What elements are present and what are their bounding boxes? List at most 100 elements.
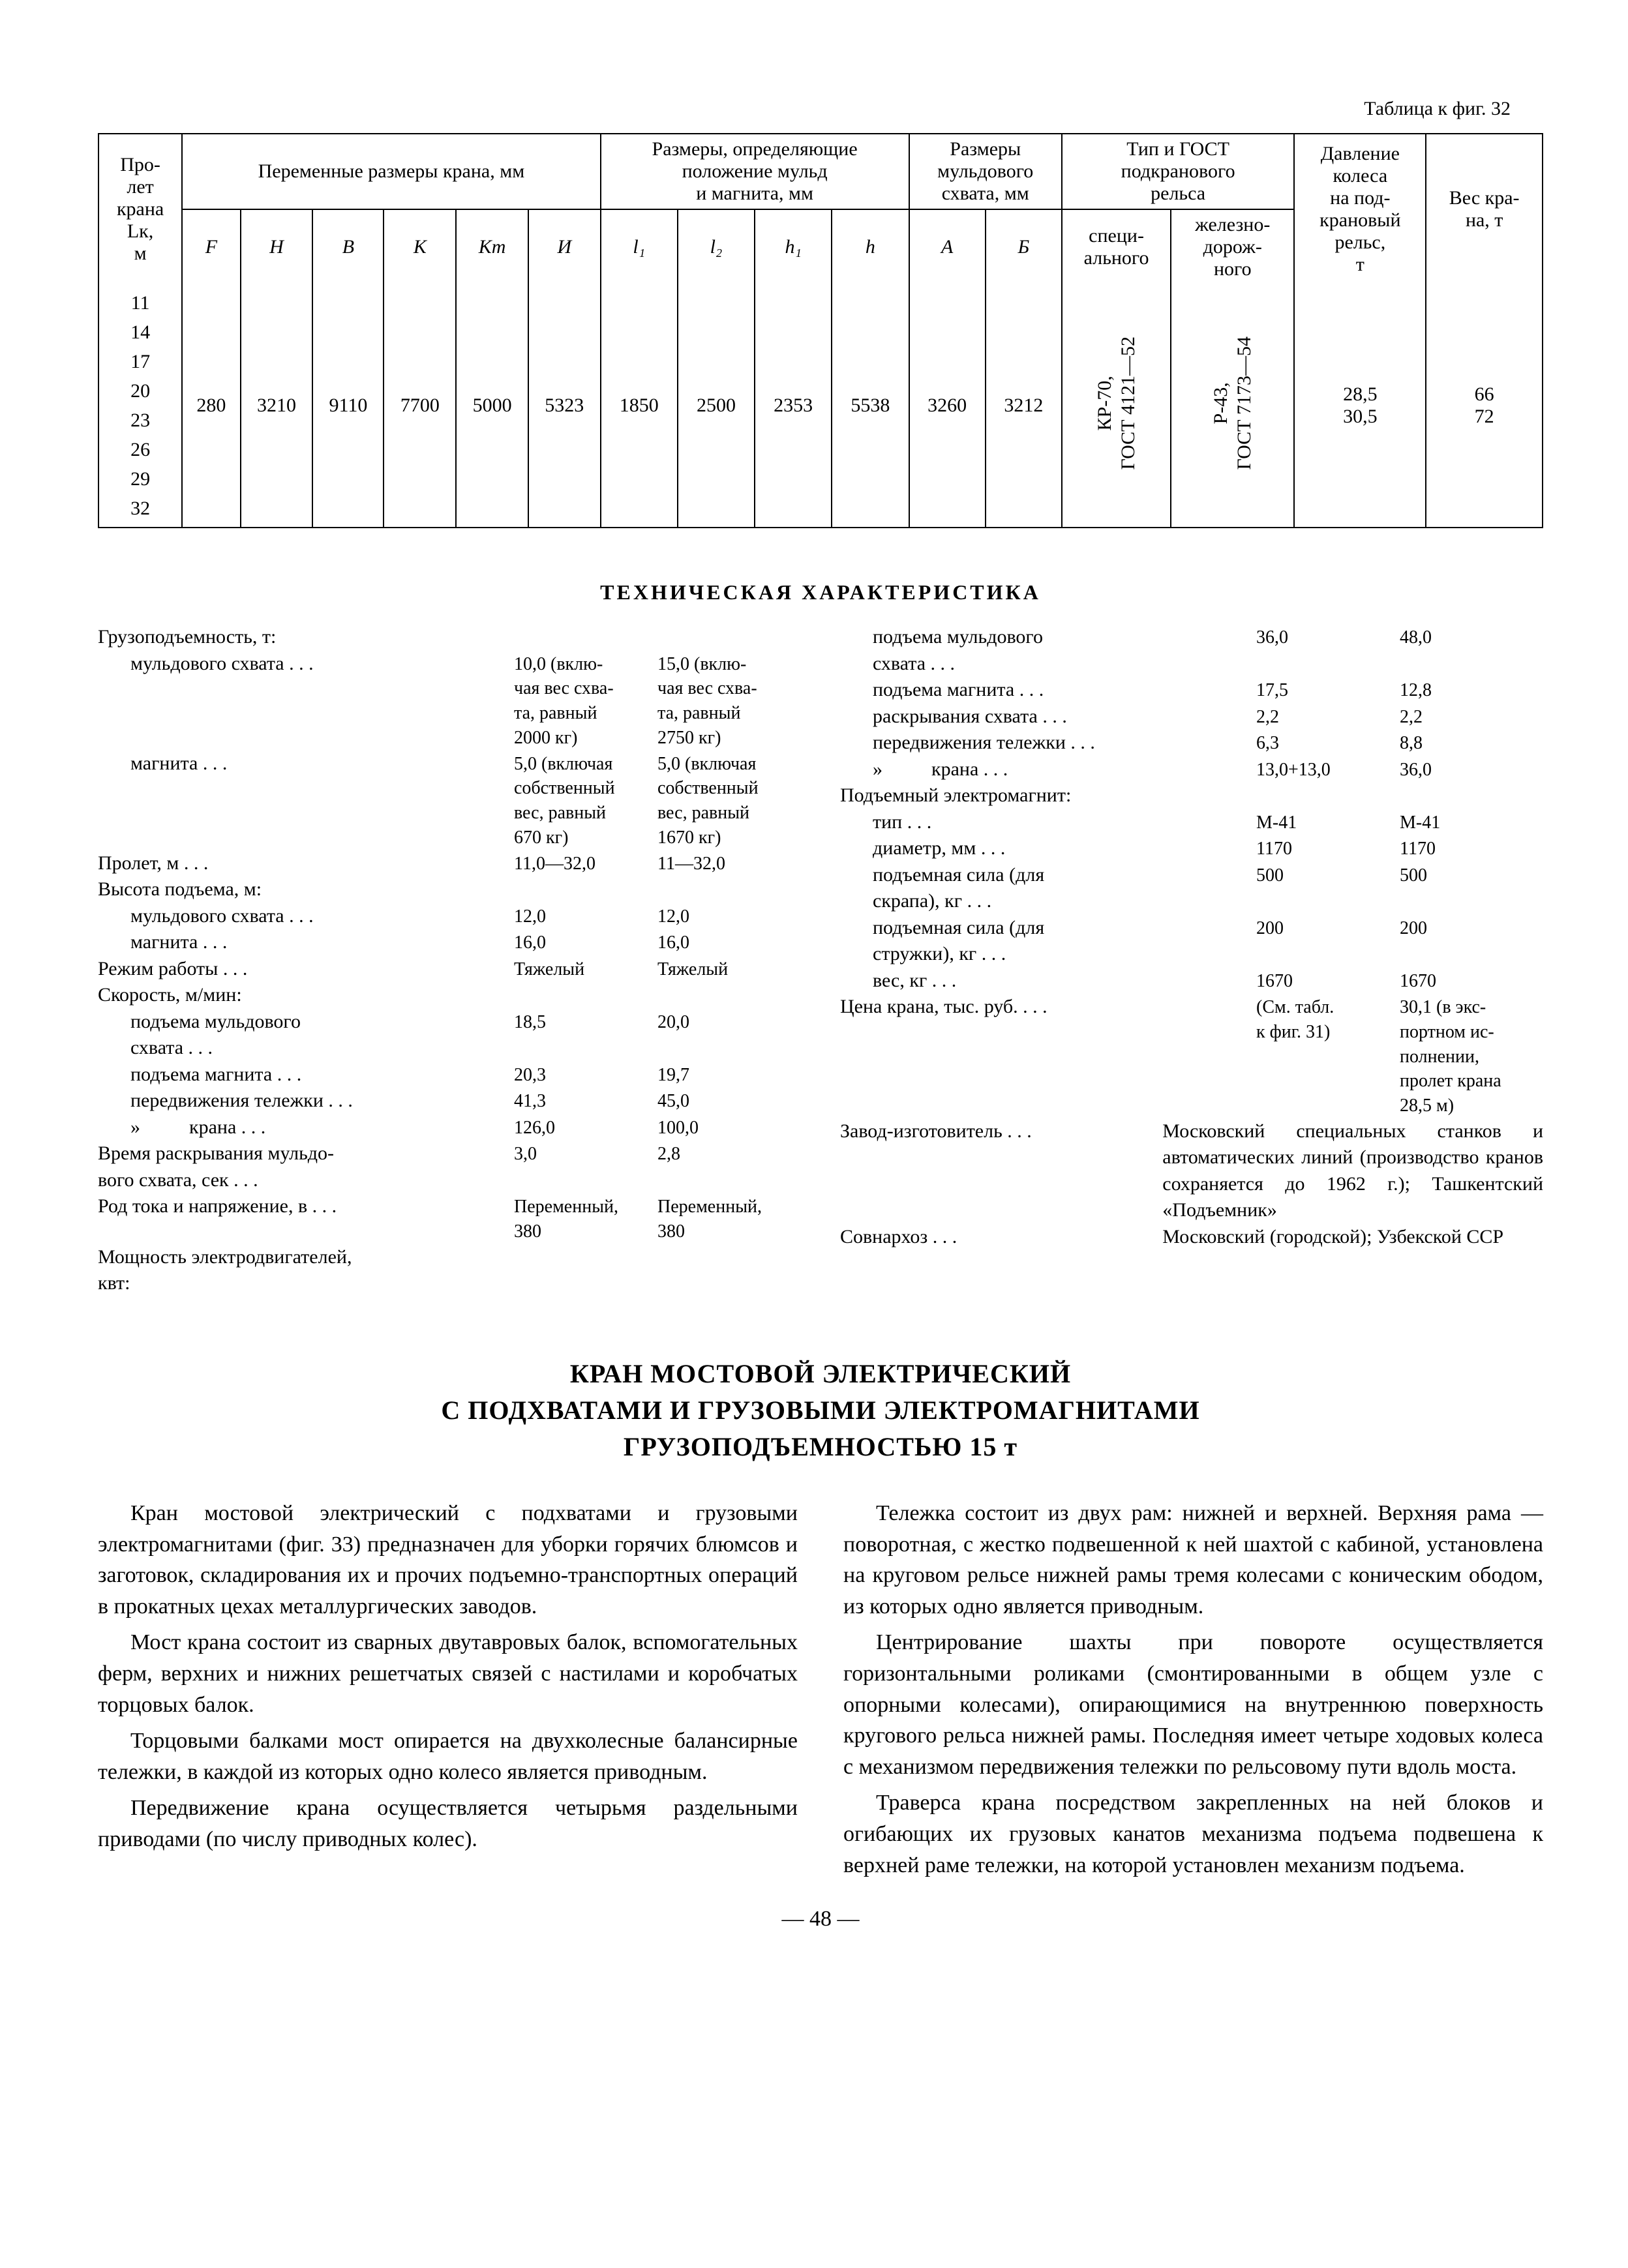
body-paragraph: Передвижение крана осуществляется четырь… [98, 1793, 798, 1855]
tech-title: ТЕХНИЧЕСКАЯ ХАРАКТЕРИСТИКА [98, 580, 1543, 604]
body-paragraph: Тележка состоит из двух рам: нижней и ве… [843, 1498, 1543, 1622]
spec-label: мульдового схвата [98, 651, 514, 678]
spec-row: подъемная сила (для скрапа), кг500500 [840, 862, 1543, 915]
spec-label: Род тока и напряжение, в [98, 1193, 514, 1220]
spec-label: Время раскрывания мульдо- вого схвата, с… [98, 1141, 514, 1193]
page-number: — 48 — [98, 1907, 1543, 1932]
spec-label: Завод-изготовитель [840, 1118, 1149, 1145]
spec-label: передвижения тележки [98, 1088, 514, 1114]
spec-label: диаметр, мм [840, 835, 1256, 862]
hdr-razmpol: Размеры, определяющие положение мульд и … [601, 134, 909, 209]
spec-row: типМ-41М-41 [840, 809, 1543, 836]
spec-label: Мощность электродвигателей, квт: [98, 1244, 514, 1297]
hdr-F: F [182, 209, 240, 284]
hdr-tipgost: Тип и ГОСТ подкранового рельса [1062, 134, 1294, 209]
hdr-A: А [909, 209, 986, 284]
spec-value-2: 5,0 (включая собственный вес, равный 167… [657, 752, 801, 850]
spec-value-2: 48,0 [1400, 625, 1543, 650]
cell-B: 9110 [312, 284, 384, 528]
spec-value-2: Переменный, 380 [657, 1195, 801, 1244]
spec-value-2: 500 [1400, 863, 1543, 888]
cell-h: 5538 [832, 284, 909, 528]
cell-h1: 2353 [755, 284, 832, 528]
spec-row: подъема магнита17,512,8 [840, 677, 1543, 704]
spec-value-2: 19,7 [657, 1063, 801, 1088]
spec-value-2: Тяжелый [657, 957, 801, 982]
spec-label: Режим работы [98, 956, 514, 983]
hdr-zhd: железно- дорож- ного [1171, 209, 1294, 284]
spec-value-2: 12,0 [657, 904, 801, 929]
spec-value-1: 2,2 [1256, 705, 1400, 730]
spec-value-2: М-41 [1400, 811, 1543, 835]
section-title: КРАН МОСТОВОЙ ЭЛЕКТРИЧЕСКИЙС ПОДХВАТАМИ … [98, 1356, 1543, 1465]
spec-row: » крана13,0+13,036,0 [840, 756, 1543, 783]
spec-label: подъемная сила (для скрапа), кг [840, 862, 1256, 915]
hdr-h: h [832, 209, 909, 284]
hdr-H: H [241, 209, 313, 284]
spec-value-2: 200 [1400, 916, 1543, 941]
spec-row: вес, кг16701670 [840, 968, 1543, 994]
spec-value-2: 11—32,0 [657, 852, 801, 876]
cell-spec: КР-70, ГОСТ 4121—52 [1062, 284, 1171, 528]
body-paragraph: Траверса крана посредством закрепленных … [843, 1787, 1543, 1881]
spec-label: тип [840, 809, 1256, 836]
hdr-perem: Переменные размеры крана, мм [182, 134, 601, 209]
cell-I: 5323 [528, 284, 601, 528]
hdr-K: K [384, 209, 456, 284]
spec-row: Мощность электродвигателей, квт: [98, 1244, 801, 1297]
spec-label: Пролет, м [98, 850, 514, 877]
spec-value-1: Тяжелый [514, 957, 657, 982]
spec-label: » крана [98, 1114, 514, 1141]
spec-value-2: 1670 [1400, 969, 1543, 994]
spec-label: вес, кг [840, 968, 1256, 994]
hdr-I: И [528, 209, 601, 284]
body-paragraph: Кран мостовой электрический с подхватами… [98, 1498, 798, 1622]
hdr-ves: Вес кра- на, т [1426, 134, 1543, 284]
spec-label: Высота подъема, м: [98, 876, 514, 903]
spec-value-1: 11,0—32,0 [514, 852, 657, 876]
spec-value-1: 126,0 [514, 1116, 657, 1141]
body-paragraph: Мост крана состоит из сварных двутавровы… [98, 1627, 798, 1720]
spec-label: Совнархоз [840, 1224, 1149, 1251]
spec-value-1: 12,0 [514, 904, 657, 929]
spec-row: магнита16,016,0 [98, 929, 801, 956]
spec-label: магнита [98, 929, 514, 956]
spec-row: мульдового схвата10,0 (вклю- чая вес схв… [98, 651, 801, 751]
spec-value-1: Переменный, 380 [514, 1195, 657, 1244]
spec-value-1: 20,3 [514, 1063, 657, 1088]
cell-l1: 1850 [601, 284, 678, 528]
spec-label: Цена крана, тыс. руб. [840, 994, 1256, 1021]
cell-H: 3210 [241, 284, 313, 528]
spec-value-2: 12,8 [1400, 678, 1543, 703]
spec-value-2: 100,0 [657, 1116, 801, 1141]
spec-row: Подъемный электромагнит: [840, 783, 1543, 809]
spec-value-1: 13,0+13,0 [1256, 758, 1400, 783]
spec-value-2: 1170 [1400, 837, 1543, 861]
spec-label: Грузоподъемность, т: [98, 624, 514, 651]
spec-value-1: 500 [1256, 863, 1400, 888]
hdr-l2: l₂ [678, 209, 755, 284]
tech-specs: Грузоподъемность, т:мульдового схвата10,… [98, 624, 1543, 1297]
spec-row: Завод-изготовительМосковский специальных… [840, 1118, 1543, 1224]
cell-davl: 28,530,5 [1294, 284, 1426, 528]
spec-value-2: 16,0 [657, 931, 801, 955]
spec-row: Грузоподъемность, т: [98, 624, 801, 651]
spec-label: подъема мульдового схвата [98, 1009, 514, 1062]
spec-value-1: 1170 [1256, 837, 1400, 861]
spec-value-2: 15,0 (вклю- чая вес схва- та, равный 275… [657, 652, 801, 751]
body-paragraph: Центрирование шахты при повороте осущест… [843, 1627, 1543, 1782]
spec-value-2: 36,0 [1400, 758, 1543, 783]
spec-label: раскрывания схвата [840, 704, 1256, 730]
spec-label: подъема мульдового схвата [840, 624, 1256, 677]
spec-value-2: 8,8 [1400, 731, 1543, 756]
spec-label: подъема магнита [98, 1062, 514, 1088]
spec-value-1: 3,0 [514, 1142, 657, 1167]
spec-label: магнита [98, 751, 514, 777]
spec-row: СовнархозМосковский (городской); Узбекск… [840, 1224, 1543, 1251]
spec-label: передвижения тележки [840, 730, 1256, 756]
spec-label: Скорость, м/мин: [98, 982, 514, 1009]
spec-value-1: М-41 [1256, 811, 1400, 835]
spec-label: Подъемный электромагнит: [840, 783, 1256, 809]
body-paragraph: Торцовыми балками мост опирается на двух… [98, 1725, 798, 1787]
spec-value-1: 6,3 [1256, 731, 1400, 756]
